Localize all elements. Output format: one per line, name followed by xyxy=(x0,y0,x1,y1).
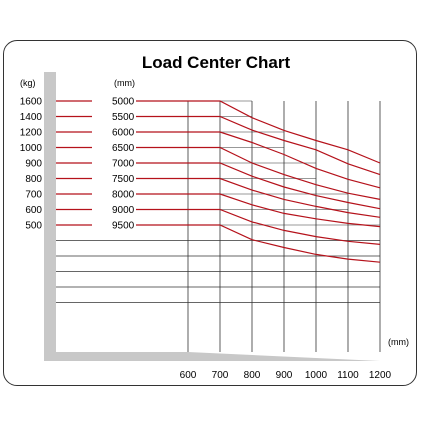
load-curves xyxy=(188,100,381,263)
x-tick-label: 900 xyxy=(276,370,293,381)
capacity-label: 600 xyxy=(25,205,42,216)
grid xyxy=(56,100,381,352)
capacity-label: 1600 xyxy=(20,97,43,108)
capacity-label: 700 xyxy=(25,190,42,201)
height-label: 5500 xyxy=(112,112,135,123)
load-curve-9000 xyxy=(188,208,381,245)
height-label: 6000 xyxy=(112,128,135,139)
load-curve-6500 xyxy=(188,146,381,200)
x-tick-label: 1000 xyxy=(305,370,328,381)
x-tick-label: 1100 xyxy=(337,370,359,381)
load-curve-6000 xyxy=(188,131,381,189)
fork-frame xyxy=(44,72,380,361)
x-tick-label: 600 xyxy=(180,370,197,381)
height-label: 9500 xyxy=(112,221,135,232)
x-tick-labels: 600 700 800 900 1000 1100 1200 xyxy=(180,370,392,381)
height-label: 8000 xyxy=(112,190,135,201)
capacity-label: 1400 xyxy=(20,112,43,123)
load-curve-7000 xyxy=(188,162,381,210)
x-tick-label: 800 xyxy=(244,370,261,381)
x-tick-label: 1200 xyxy=(369,370,392,381)
height-label: 5000 xyxy=(112,97,135,108)
load-curve-5000 xyxy=(188,100,381,164)
capacity-label: 1200 xyxy=(20,128,43,139)
capacity-labels: 1600 1400 1200 1000 900 800 700 600 500 xyxy=(20,97,43,232)
y-axis-unit: (kg) xyxy=(20,78,36,88)
x-axis-unit: (mm) xyxy=(388,337,409,347)
load-curve-7500 xyxy=(188,177,381,218)
height-label: 9000 xyxy=(112,205,135,216)
capacity-label: 500 xyxy=(25,221,42,232)
height-labels: 5000 5500 6000 6500 7000 7500 8000 9000 9500 xyxy=(112,97,135,232)
load-curve-9500 xyxy=(188,224,381,263)
capacity-label: 900 xyxy=(25,159,42,170)
load-curve-5500 xyxy=(188,115,381,176)
height-unit: (mm) xyxy=(114,78,135,88)
leader-lines xyxy=(56,100,188,226)
capacity-label: 800 xyxy=(25,174,42,185)
x-tick-label: 700 xyxy=(212,370,229,381)
load-curve-8000 xyxy=(188,193,381,228)
height-label: 7500 xyxy=(112,174,135,185)
chart-title: Load Center Chart xyxy=(142,53,291,72)
height-label: 6500 xyxy=(112,143,135,154)
capacity-label: 1000 xyxy=(20,143,43,154)
height-label: 7000 xyxy=(112,159,135,170)
